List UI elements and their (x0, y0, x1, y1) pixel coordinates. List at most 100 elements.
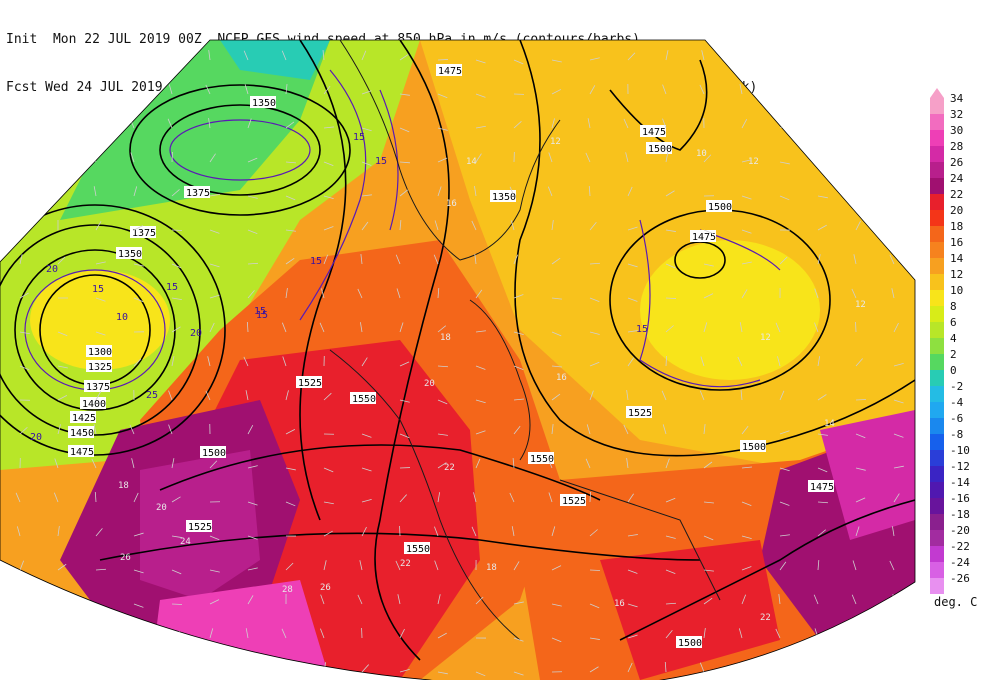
wind-barb (779, 161, 790, 165)
wind-barb (247, 465, 258, 469)
wind-barb (247, 535, 258, 540)
wind-barb (171, 458, 175, 469)
wind-barb (817, 161, 828, 167)
wind-barb (703, 154, 712, 163)
scale-swatch (930, 418, 944, 434)
height-label: 1500 (742, 442, 766, 453)
scale-tick-label: -26 (950, 572, 970, 585)
wind-barb (19, 152, 23, 163)
wind-barb (855, 628, 858, 639)
wind-barb (699, 84, 705, 95)
wind-barb (133, 569, 144, 574)
scale-tick-label: -8 (950, 428, 963, 441)
wind-barb (95, 528, 103, 537)
wind-barb (320, 594, 325, 605)
wind-barb (627, 603, 638, 608)
wind-barb (855, 497, 866, 503)
wind-barb (433, 254, 439, 265)
scale-swatch (930, 98, 944, 114)
wind-barb (133, 603, 144, 608)
height-label: 1550 (406, 544, 430, 555)
temp-label: 16 (556, 373, 567, 383)
wind-barb (665, 325, 674, 333)
wind-barb (171, 631, 180, 639)
wind-barb (662, 118, 667, 129)
wind-barb (168, 390, 173, 401)
scale-tick-label: 2 (950, 348, 957, 361)
height-label: 1475 (70, 447, 94, 458)
wind-barb (699, 390, 705, 401)
wind-barb (551, 565, 562, 571)
wind-barb (551, 118, 555, 129)
map-frame (0, 39, 916, 680)
wind-barb (851, 288, 857, 299)
wind-barb (853, 254, 857, 265)
wind-barb (245, 628, 249, 639)
wind-label: 15 (254, 306, 266, 317)
wind-barb (361, 221, 369, 231)
wind-barb (513, 637, 524, 642)
height-label: 1375 (86, 382, 110, 393)
wind-barb (16, 526, 21, 537)
wind-barb (893, 127, 904, 133)
wind-barb (243, 662, 249, 673)
wind-barb (395, 560, 401, 571)
wind-barb (855, 467, 866, 471)
scale-swatch (930, 210, 944, 226)
scale-tick-label: 30 (950, 124, 963, 137)
wind-barb (94, 491, 97, 503)
wind-barb (779, 467, 790, 472)
wind-barb (703, 263, 714, 267)
wind-barb (740, 390, 743, 401)
wind-barb (893, 433, 904, 438)
wind-barb (741, 535, 752, 539)
wind-barb (741, 159, 752, 163)
wind-barb (171, 569, 182, 575)
wind-barb (891, 288, 895, 299)
wind-barb (361, 161, 372, 166)
scale-arrow (930, 88, 944, 98)
wind-barb (93, 424, 97, 435)
wind-barb (741, 466, 752, 469)
wind-label: 15 (92, 284, 104, 295)
scale-tick-label: -10 (950, 444, 970, 457)
wind-barb (893, 465, 904, 469)
wind-barb (776, 50, 781, 61)
wind-barb (893, 399, 904, 404)
wind-barb (817, 662, 822, 673)
wind-barb (474, 186, 477, 197)
wind-barb (889, 254, 895, 265)
wind-barb (206, 662, 211, 673)
wind-barb (209, 569, 220, 573)
wind-barb (53, 492, 59, 503)
wind-barb (741, 261, 752, 265)
wind-barb (627, 634, 638, 639)
wind-barb (585, 458, 591, 469)
wind-barb (285, 161, 296, 164)
height-label: 1550 (530, 454, 554, 465)
wind-barb (167, 118, 173, 129)
wind-barb (627, 226, 638, 231)
wind-barb (855, 127, 866, 132)
wind-barb (57, 526, 60, 537)
wind-barb (475, 93, 486, 98)
wind-barb (133, 532, 144, 537)
wind-barb (779, 195, 790, 201)
wind-barb (627, 357, 634, 367)
wind-barb (739, 84, 743, 95)
wind-barb (285, 257, 295, 265)
height-label: 1300 (88, 347, 112, 358)
scale-swatch (930, 450, 944, 466)
wind-barb (361, 194, 372, 197)
wind-barb (855, 220, 861, 231)
wind-barb (475, 596, 484, 605)
wind-barb (817, 560, 820, 571)
wind-barb (437, 365, 449, 368)
wind-barb (513, 398, 524, 401)
wind-barb (395, 254, 401, 265)
scale-tick-label: 0 (950, 364, 957, 377)
scale-tick-label: 34 (950, 92, 964, 105)
scale-swatch (930, 306, 944, 322)
wind-barb (285, 121, 295, 129)
wind-barb (513, 671, 524, 676)
